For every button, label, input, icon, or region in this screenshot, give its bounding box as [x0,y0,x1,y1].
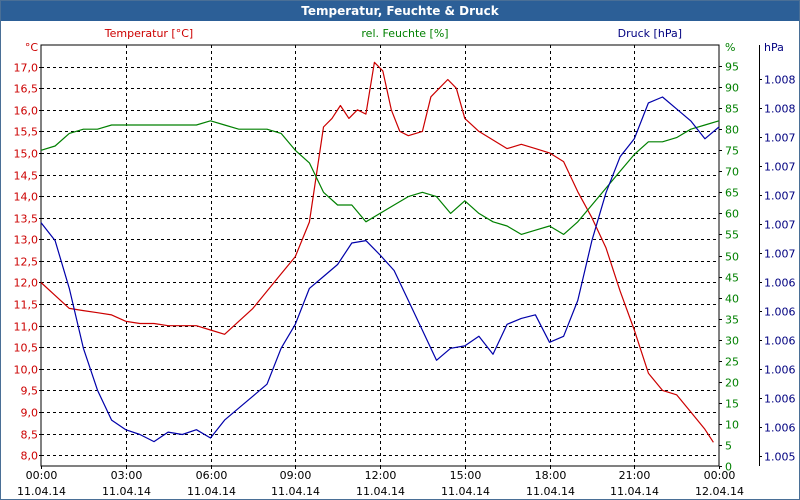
x-tick-time: 12:00 [365,469,397,482]
temp-axis-title: Temperatur [°C] [104,27,193,40]
chart-title: Temperatur, Feuchte & Druck [1,1,799,21]
temp-tick-label: 17,0 [14,62,39,75]
x-tick-date: 11.04.14 [17,485,66,498]
series-line-temperature [40,61,714,443]
temp-tick-label: 8,5 [21,429,39,442]
pressure-tick-label: 1.005 [764,451,796,464]
x-tick-date: 11.04.14 [356,485,405,498]
pressure-tick-label: 1.006 [764,306,796,319]
temp-tick-label: 12,5 [14,256,39,269]
x-tick-time: 03:00 [111,469,143,482]
temp-tick-label: 11,5 [14,299,39,312]
humidity-tick-label: 40 [725,293,739,306]
temp-tick-label: 9,5 [21,385,39,398]
temp-tick-label: 15,0 [14,148,39,161]
temp-tick-label: 16,0 [14,105,39,118]
humidity-tick-label: 0 [725,461,732,474]
humidity-tick-label: 65 [725,187,739,200]
humidity-tick-label: 20 [725,377,739,390]
x-tick-date: 11.04.14 [187,485,236,498]
pressure-tick-label: 1.006 [764,393,796,406]
pressure-tick-label: 1.007 [764,190,796,203]
pressure-tick-label: 1.007 [764,219,796,232]
humidity-tick-label: 70 [725,166,739,179]
pressure-tick-label: 1.008 [764,74,796,87]
humidity-tick-label: 85 [725,103,739,116]
humidity-tick-label: 45 [725,272,739,285]
temp-tick-label: 10,5 [14,342,39,355]
pressure-tick-label: 1.007 [764,132,796,145]
temp-tick-label: 14,5 [14,170,39,183]
pressure-tick-label: 1.007 [764,161,796,174]
temp-unit-label: °C [25,41,39,54]
temp-tick-label: 16,5 [14,83,39,96]
x-tick-time: 21:00 [619,469,651,482]
x-tick-date: 11.04.14 [610,485,659,498]
humidity-tick-label: 75 [725,145,739,158]
humidity-tick-label: 5 [725,440,732,453]
humidity-tick-label: 50 [725,251,739,264]
x-tick-date: 11.04.14 [441,485,490,498]
temp-tick-label: 8,0 [21,450,39,463]
x-tick-time: 18:00 [535,469,567,482]
humidity-tick-label: 15 [725,398,739,411]
temp-tick-label: 11,0 [14,321,39,334]
humidity-tick-label: 80 [725,124,739,137]
humidity-tick-label: 60 [725,208,739,221]
x-tick-time: 15:00 [450,469,482,482]
series-line-humidity [40,120,720,235]
x-tick-time: 06:00 [196,469,228,482]
humidity-tick-label: 55 [725,229,739,242]
humidity-tick-label: 95 [725,61,739,74]
temp-tick-label: 14,0 [14,191,39,204]
x-tick-time: 09:00 [280,469,312,482]
pressure-tick-label: 1.006 [764,422,796,435]
pressure-tick-label: 1.006 [764,277,796,290]
pressure-tick-label: 1.006 [764,364,796,377]
x-tick-date: 11.04.14 [102,485,151,498]
temp-tick-label: 13,0 [14,234,39,247]
x-tick-date: 11.04.14 [271,485,320,498]
pressure-unit-label: hPa [764,41,784,54]
temp-tick-label: 15,5 [14,126,39,139]
axis-labels: 8,0 8,5 9,0 9,5 10,0 10,5 11,0 11,5 12,0 12,5 13,0… [14,27,796,498]
x-tick-time: 00:00 [704,469,736,482]
x-tick-date: 12.04.14 [695,485,744,498]
temp-tick-label: 13,5 [14,213,39,226]
series-line-pressure [40,96,720,443]
pressure-tick-label: 1.007 [764,248,796,261]
humidity-tick-label: 35 [725,314,739,327]
humidity-unit-label: % [725,41,735,54]
series-lines [40,61,720,443]
x-tick-time: 00:00 [26,469,58,482]
axes [39,44,762,469]
humidity-axis-title: rel. Feuchte [%] [361,27,448,40]
humidity-tick-label: 30 [725,335,739,348]
pressure-tick-label: 1.006 [764,335,796,348]
humidity-tick-label: 90 [725,82,739,95]
humidity-tick-label: 25 [725,356,739,369]
pressure-tick-label: 1.008 [764,103,796,116]
x-tick-date: 11.04.14 [526,485,575,498]
pressure-axis-title: Druck [hPa] [618,27,682,40]
temp-tick-label: 10,0 [14,364,39,377]
humidity-tick-label: 10 [725,419,739,432]
temp-tick-label: 9,0 [21,407,39,420]
temp-tick-label: 12,0 [14,277,39,290]
